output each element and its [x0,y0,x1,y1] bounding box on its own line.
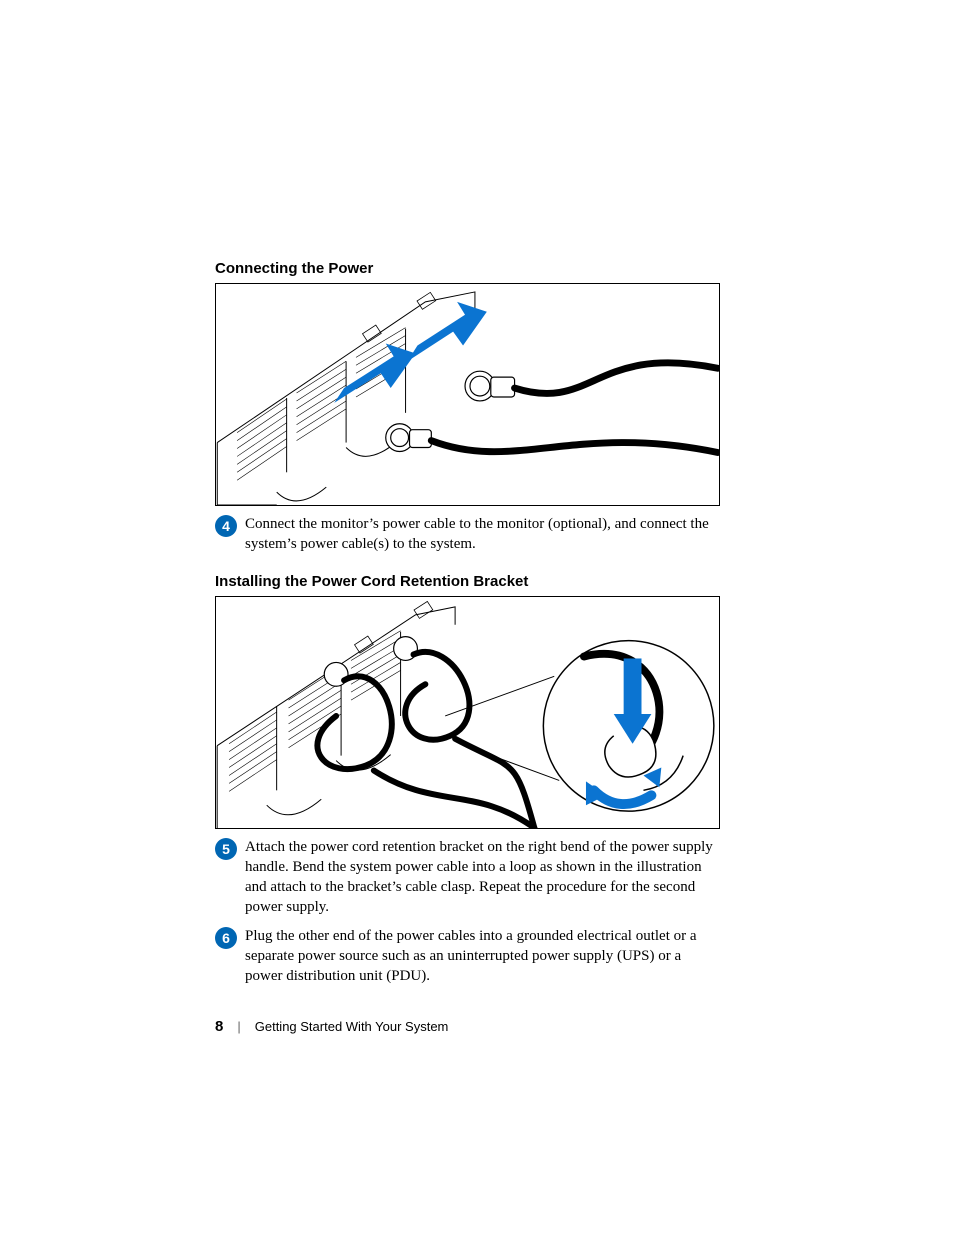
figure-power-connection [215,283,720,506]
step-text-4: Connect the monitor’s power cable to the… [245,514,720,555]
step-text-5: Attach the power cord retention bracket … [245,837,720,918]
section-connecting-power: Connecting the Power [215,260,739,555]
heading-retention-bracket: Installing the Power Cord Retention Brac… [215,573,739,590]
footer-title: Getting Started With Your System [255,1019,449,1034]
step-text-6: Plug the other end of the power cables i… [245,926,720,987]
heading-connecting-power: Connecting the Power [215,260,739,277]
page-number: 8 [215,1018,223,1035]
step-5: 5 Attach the power cord retention bracke… [215,837,720,918]
footer-separator: | [237,1019,240,1034]
page-footer: 8 | Getting Started With Your System [215,1018,448,1035]
document-page: Connecting the Power [0,0,954,1235]
section-retention-bracket: Installing the Power Cord Retention Brac… [215,573,739,987]
step-4: 4 Connect the monitor’s power cable to t… [215,514,720,555]
step-badge-4: 4 [215,515,237,537]
step-badge-6: 6 [215,927,237,949]
step-badge-5: 5 [215,838,237,860]
step-6: 6 Plug the other end of the power cables… [215,926,720,987]
figure-retention-bracket [215,596,720,829]
